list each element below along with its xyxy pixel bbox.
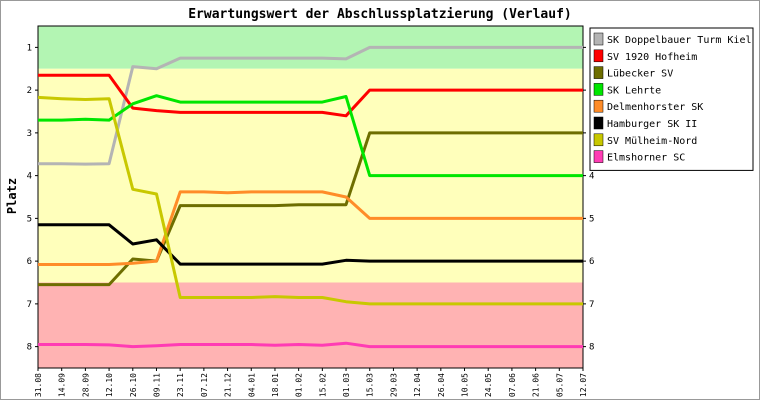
x-tick-label-21: 21.06: [532, 373, 541, 397]
legend-swatch-5: [593, 116, 604, 130]
x-tick-label-0: 31.08: [34, 373, 43, 397]
series-line-5: [38, 223, 583, 266]
x-tick-label-1: 14.09: [58, 373, 67, 397]
x-tick-label-6: 23.11: [176, 373, 185, 397]
y-tick-label-left-4: 4: [27, 172, 32, 182]
legend-label-0: SK Doppelbauer Turm Kiel: [607, 35, 752, 46]
y-tick-label-right-4: 4: [589, 172, 594, 182]
y-tick-label-left-5: 5: [27, 214, 32, 224]
legend-label-4: Delmenhorster SK: [607, 102, 703, 113]
x-tick-label-22: 05.07: [555, 373, 564, 397]
legend-label-3: SK Lehrte: [607, 85, 661, 96]
x-tick-label-9: 04.01: [247, 373, 256, 397]
x-tick-label-17: 26.04: [437, 373, 446, 397]
x-tick-label-16: 12.04: [413, 373, 422, 397]
series-lines: [37, 45, 583, 349]
x-tick-label-12: 15.02: [318, 373, 327, 397]
plot-frame: [37, 25, 584, 369]
x-tick-label-18: 10.05: [461, 373, 470, 397]
legend-label-5: Hamburger SK II: [607, 119, 697, 130]
x-tick-label-20: 07.06: [508, 373, 517, 397]
y-tick-label-left-7: 7: [27, 300, 32, 310]
series-line-7: [38, 341, 583, 349]
y-axis-label: Platz: [5, 178, 19, 214]
series-line-1: [38, 73, 583, 118]
background-bands: [38, 26, 583, 368]
y-tick-label-left-3: 3: [27, 129, 32, 139]
legend-label-6: SV Mülheim-Nord: [607, 136, 697, 147]
series-line-6: [37, 95, 583, 306]
legend-label-2: Lübecker SV: [607, 69, 673, 80]
legend: SK Doppelbauer Turm Kiel SV 1920 Hofheim L…: [589, 27, 754, 171]
x-tick-label-3: 12.10: [105, 373, 114, 397]
legend-swatch-7: [593, 150, 604, 163]
legend-label-7: Elmshorner SC: [607, 153, 685, 164]
y-tick-label-right-5: 5: [589, 214, 594, 224]
legend-swatch-0: [593, 32, 604, 46]
y-tick-label-left-1: 1: [27, 43, 32, 53]
y-tick-label-right-6: 6: [589, 257, 594, 267]
x-tick-label-14: 15.03: [366, 373, 375, 397]
legend-swatch-6: [593, 133, 604, 147]
y-tick-label-left-2: 2: [27, 86, 32, 96]
y-tick-label-right-7: 7: [589, 300, 594, 310]
legend-box: [589, 27, 754, 171]
legend-swatch-1: [593, 49, 604, 63]
x-tick-label-5: 09.11: [152, 373, 161, 397]
x-tick-label-11: 01.02: [295, 373, 304, 397]
series-line-4: [38, 190, 583, 266]
legend-swatch-2: [593, 66, 604, 79]
x-tick-label-19: 24.05: [484, 373, 493, 397]
x-tick-label-10: 18.01: [271, 373, 280, 397]
legend-swatch-3: [593, 83, 604, 96]
chart-title: Erwartungswert der Abschlussplatzierung …: [188, 7, 572, 22]
x-tick-label-23: 12.07: [579, 373, 588, 397]
x-tick-label-7: 07.12: [200, 373, 209, 397]
x-tick-label-8: 21.12: [224, 373, 233, 397]
x-tick-label-2: 28.09: [81, 373, 90, 397]
series-line-3: [38, 94, 583, 178]
band-2: [38, 282, 583, 368]
x-tick-label-4: 26.10: [129, 373, 138, 397]
x-tick-label-15: 29.03: [389, 373, 398, 397]
x-tick-label-13: 01.03: [342, 373, 351, 397]
legend-swatch-4: [593, 99, 604, 113]
legend-label-1: SV 1920 Hofheim: [607, 52, 697, 63]
y-tick-label-left-8: 8: [27, 343, 32, 353]
y-tick-label-right-8: 8: [589, 343, 594, 353]
series-line-0: [38, 45, 583, 166]
y-tick-label-left-6: 6: [27, 257, 32, 267]
